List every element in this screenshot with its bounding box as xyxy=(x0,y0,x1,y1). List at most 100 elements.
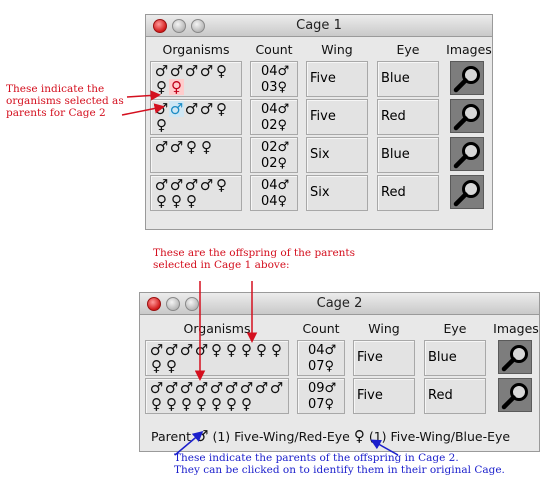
female-organism[interactable]: ♀ xyxy=(171,192,182,210)
male-organism[interactable]: ♂ xyxy=(194,379,209,397)
female-organism[interactable]: ♀ xyxy=(211,395,222,413)
image-button[interactable] xyxy=(450,137,484,171)
female-organism[interactable]: ♀ xyxy=(201,138,212,156)
male-organism[interactable]: ♂ xyxy=(209,379,224,397)
image-button[interactable] xyxy=(498,378,532,412)
male-organism[interactable]: ♂ xyxy=(199,62,214,80)
close-button[interactable] xyxy=(147,297,161,311)
male-organism[interactable]: ♂ xyxy=(184,176,199,194)
count-cell: 04♂ 03♀ xyxy=(250,61,298,97)
annotation-line: These indicate the xyxy=(6,83,105,95)
female-organism[interactable]: ♀ xyxy=(156,192,167,210)
female-organism[interactable]: ♀ xyxy=(181,395,192,413)
wing-cell: Five xyxy=(306,99,368,135)
minimize-button[interactable] xyxy=(166,297,180,311)
female-organism[interactable]: ♀ xyxy=(196,395,207,413)
close-button[interactable] xyxy=(153,19,167,33)
male-organism[interactable]: ♂ xyxy=(194,341,209,359)
female-organism[interactable]: ♀ xyxy=(271,341,282,359)
minimize-button[interactable] xyxy=(172,19,186,33)
count-cell: 04♂ 07♀ xyxy=(297,340,345,376)
eye-header: Eye xyxy=(396,42,420,57)
male-organism[interactable]: ♂ xyxy=(184,62,199,80)
male-organism[interactable]: ♂ xyxy=(169,176,184,194)
image-button[interactable] xyxy=(498,340,532,374)
male-organism[interactable]: ♂ xyxy=(239,379,254,397)
female-organism[interactable]: ♀ xyxy=(241,341,252,359)
female-count: 03♀ xyxy=(261,80,288,95)
male-organism[interactable]: ♂ xyxy=(184,100,199,118)
male-organism[interactable]: ♂ xyxy=(254,379,269,397)
female-organism[interactable]: ♀ xyxy=(151,357,162,375)
female-organism[interactable]: ♀ xyxy=(151,395,162,413)
male-organism[interactable]: ♂ xyxy=(199,176,214,194)
male-organism[interactable]: ♂ xyxy=(164,341,179,359)
cage1-titlebar[interactable]: Cage 1 xyxy=(146,15,492,37)
count-header: Count xyxy=(302,321,340,336)
magnifier-icon xyxy=(453,66,480,93)
male-organism[interactable]: ♂ xyxy=(169,62,184,80)
female-organism[interactable]: ♀ xyxy=(156,116,167,134)
image-button[interactable] xyxy=(450,99,484,133)
cage2-window: Cage 2 Organisms Count Wing Eye Images ♂… xyxy=(139,292,540,452)
female-organism[interactable]: ♀ xyxy=(226,341,237,359)
male-organism[interactable]: ♂ xyxy=(179,341,194,359)
wing-cell: Five xyxy=(306,61,368,97)
male-count: 04♂ xyxy=(308,343,337,358)
female-organism[interactable]: ♀ xyxy=(186,138,197,156)
selected-female-organism[interactable]: ♀ xyxy=(169,78,184,96)
selected-male-organism[interactable]: ♂ xyxy=(169,100,184,118)
image-button[interactable] xyxy=(450,175,484,209)
zoom-button[interactable] xyxy=(191,19,205,33)
annotation-line: They can be clicked on to identify them … xyxy=(174,464,505,476)
eye-cell: Red xyxy=(377,99,439,135)
female-organism[interactable]: ♀ xyxy=(216,62,227,80)
parent-male-link[interactable]: ♂ xyxy=(195,427,209,445)
eye-header: Eye xyxy=(443,321,467,336)
male-count: 04♂ xyxy=(261,64,290,79)
male-organism[interactable]: ♂ xyxy=(149,379,164,397)
male-organism[interactable]: ♂ xyxy=(164,379,179,397)
annotation-offspring: These are the offspring of the parents s… xyxy=(153,247,413,271)
organisms-header: Organisms xyxy=(162,42,230,57)
parent-female-link[interactable]: ♀ xyxy=(353,427,365,445)
male-organism[interactable]: ♂ xyxy=(154,100,169,118)
female-count: 07♀ xyxy=(308,359,335,374)
male-organism[interactable]: ♂ xyxy=(179,379,194,397)
cage2-titlebar[interactable]: Cage 2 xyxy=(140,293,539,315)
count-cell: 02♂ 02♀ xyxy=(250,137,298,173)
male-organism[interactable]: ♂ xyxy=(149,341,164,359)
male-organism[interactable]: ♂ xyxy=(154,62,169,80)
image-button[interactable] xyxy=(450,61,484,95)
male-organism[interactable]: ♂ xyxy=(224,379,239,397)
zoom-button[interactable] xyxy=(185,297,199,311)
wing-cell: Five xyxy=(353,378,415,414)
magnifier-icon xyxy=(453,104,480,131)
magnifier-icon xyxy=(501,345,528,372)
female-count: 07♀ xyxy=(308,397,335,412)
female-organism[interactable]: ♀ xyxy=(186,192,197,210)
male-organism[interactable]: ♂ xyxy=(169,138,184,156)
male-organism[interactable]: ♂ xyxy=(199,100,214,118)
organisms-cell: ♂ ♂ ♂ ♂ ♀ ♀ ♀ xyxy=(150,61,242,97)
male-organism[interactable]: ♂ xyxy=(269,379,284,397)
female-organism[interactable]: ♀ xyxy=(241,395,252,413)
organisms-cell: ♂ ♂ ♂ ♂ ♀ ♀ ♀ ♀ xyxy=(150,175,242,211)
male-organism[interactable]: ♂ xyxy=(154,176,169,194)
female-organism[interactable]: ♀ xyxy=(216,100,227,118)
female-organism[interactable]: ♀ xyxy=(226,395,237,413)
parent-female-desc: (1) Five-Wing/Blue-Eye xyxy=(368,429,511,444)
magnifier-icon xyxy=(501,383,528,410)
female-count: 04♀ xyxy=(261,194,288,209)
female-organism[interactable]: ♀ xyxy=(256,341,267,359)
female-organism[interactable]: ♀ xyxy=(211,341,222,359)
female-organism[interactable]: ♀ xyxy=(166,395,177,413)
organisms-cell: ♂ ♂ ♀ ♀ xyxy=(150,137,242,173)
wing-cell: Six xyxy=(306,137,368,173)
wing-header: Wing xyxy=(368,321,400,336)
female-organism[interactable]: ♀ xyxy=(216,176,227,194)
female-organism[interactable]: ♀ xyxy=(166,357,177,375)
female-organism[interactable]: ♀ xyxy=(156,78,167,96)
male-organism[interactable]: ♂ xyxy=(154,138,169,156)
magnifier-icon xyxy=(453,180,480,207)
